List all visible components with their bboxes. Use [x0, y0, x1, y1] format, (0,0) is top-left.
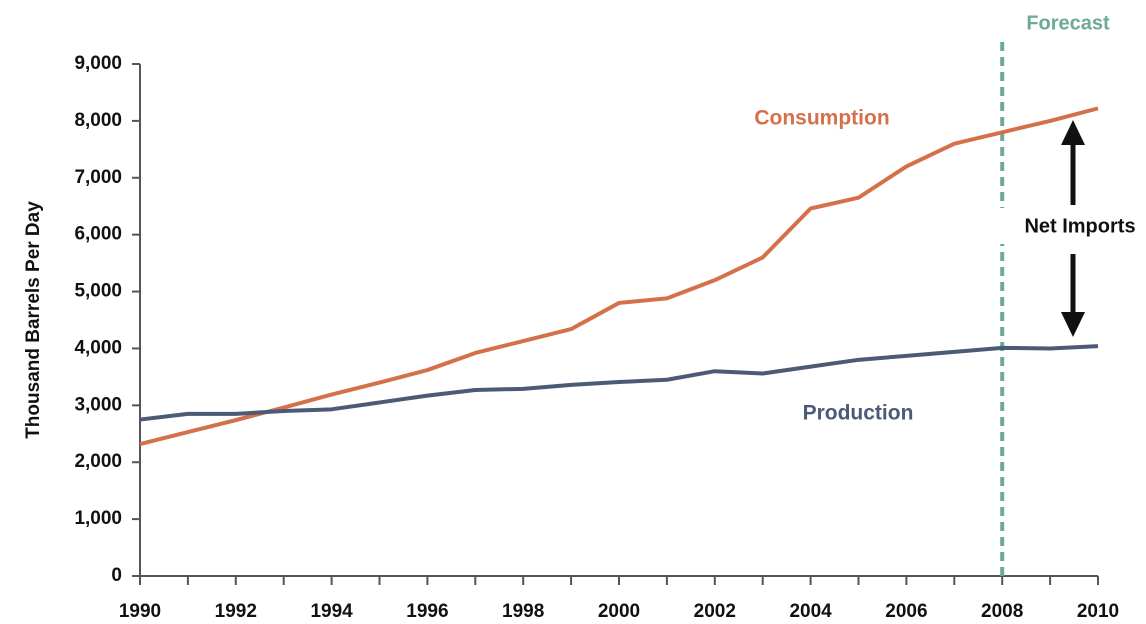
y-tick-label: 2,000: [74, 451, 122, 472]
x-tick-label: 2010: [1077, 601, 1119, 622]
arrow-up-head: [1061, 120, 1085, 145]
series-label: Production: [803, 402, 914, 425]
y-tick-label: 7,000: [74, 167, 122, 188]
series-label: Consumption: [754, 107, 889, 130]
series-line: [139, 344, 1099, 422]
x-tick-label: 1990: [119, 601, 161, 622]
x-tick-label: 1996: [406, 601, 448, 622]
series-line: [139, 106, 1099, 446]
y-tick-label: 9,000: [74, 53, 122, 74]
x-tick-label: 2006: [885, 601, 927, 622]
y-tick-label: 1,000: [74, 508, 122, 529]
x-tick-label: 1992: [215, 601, 257, 622]
x-tick-label: 2008: [981, 601, 1023, 622]
forecast-label: Forecast: [1026, 12, 1110, 34]
y-axis-label: Thousand Barrels Per Day: [23, 201, 44, 439]
label-background: [1000, 208, 1146, 244]
x-tick-label: 2002: [694, 601, 736, 622]
y-tick-label: 0: [111, 565, 122, 586]
y-tick-label: 5,000: [74, 281, 122, 302]
arrow-down-head: [1061, 312, 1085, 337]
y-tick-label: 8,000: [74, 110, 122, 131]
x-tick-label: 2000: [598, 601, 640, 622]
y-tick-label: 3,000: [74, 394, 122, 415]
x-tick-label: 1994: [310, 601, 353, 622]
y-tick-label: 6,000: [74, 224, 122, 245]
x-tick-label: 2004: [789, 601, 832, 622]
y-tick-label: 4,000: [74, 337, 122, 358]
net-imports-label: Net Imports: [1024, 215, 1135, 237]
x-tick-label: 1998: [502, 601, 544, 622]
